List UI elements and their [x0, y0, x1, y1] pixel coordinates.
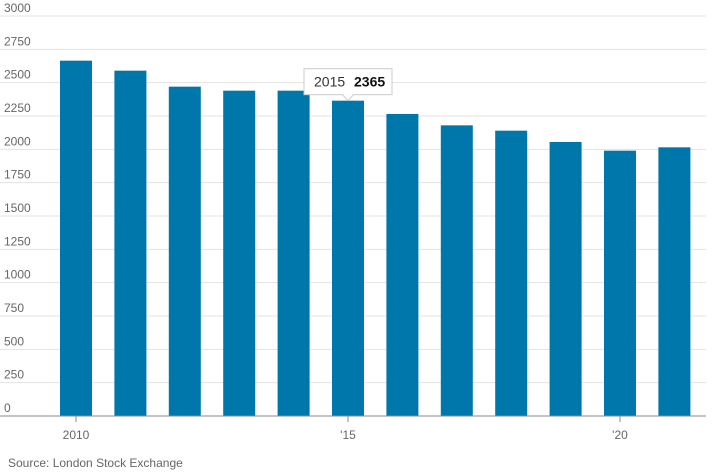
x-tick-label: '20	[612, 428, 628, 442]
tooltip: 2015 2365	[303, 68, 393, 102]
y-axis-labels: 0 250 500 750 1000 1250 1500 1750 2000 2250 2500 27…	[4, 1, 31, 415]
bar-2013	[223, 90, 256, 417]
x-tick-label: '15	[340, 428, 356, 442]
tooltip-pointer	[341, 93, 355, 102]
y-tick-label: 1750	[4, 168, 31, 182]
y-tick-label: 1500	[4, 201, 31, 215]
bar-2021	[658, 147, 691, 417]
y-tick-label: 2000	[4, 134, 31, 148]
y-tick-label: 2750	[4, 34, 31, 48]
bar-2010	[60, 60, 92, 417]
bar-2019	[549, 142, 582, 416]
bars	[60, 60, 691, 417]
y-tick-label: 250	[4, 368, 24, 382]
y-tick-label: 500	[4, 334, 24, 348]
x-tick-label: 2010	[63, 428, 90, 442]
bar-2014	[277, 90, 310, 417]
y-tick-label: 1000	[4, 268, 31, 282]
bar-2018	[495, 130, 528, 416]
bar-2011	[114, 70, 147, 417]
bar-2012	[168, 86, 201, 417]
tooltip-value: 2365	[354, 74, 385, 90]
y-tick-label: 1250	[4, 234, 31, 248]
y-tick-label: 2500	[4, 68, 31, 82]
y-tick-label: 0	[4, 401, 11, 415]
bar-2017	[440, 125, 473, 416]
y-tick-label: 2250	[4, 101, 31, 115]
bar-2016	[386, 114, 419, 416]
source-note: Source: London Stock Exchange	[8, 456, 183, 470]
y-tick-label: 750	[4, 301, 24, 315]
y-tick-label: 3000	[4, 1, 31, 15]
bar-2015	[332, 100, 364, 417]
bar-2020	[604, 150, 636, 416]
x-axis-labels: 2010 '15 '20	[63, 416, 628, 442]
tooltip-year: 2015	[314, 74, 345, 90]
